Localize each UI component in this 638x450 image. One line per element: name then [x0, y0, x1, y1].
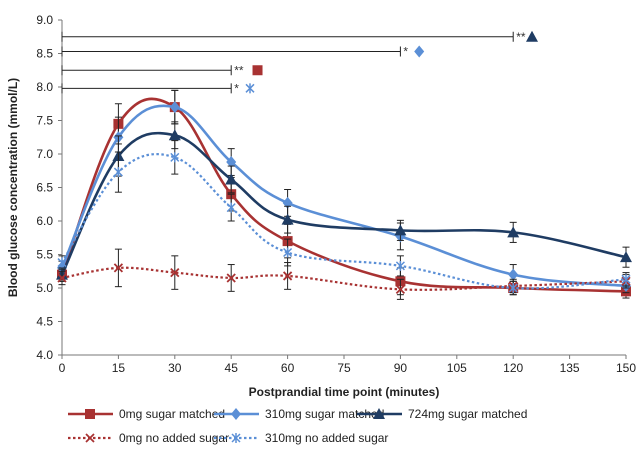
y-tick-label: 8.0 [36, 80, 53, 94]
legend-label: 724mg sugar matched [408, 407, 527, 421]
data-point [226, 156, 237, 169]
data-point [283, 247, 293, 258]
data-point [170, 267, 180, 278]
y-axis-title: Blood glucose concentration (mmol/L) [6, 78, 20, 297]
data-point-stroke [170, 267, 180, 278]
legend-item: 310mg no added sugar [214, 431, 388, 445]
data-point-stroke [113, 263, 124, 273]
x-tick-label: 75 [337, 361, 351, 375]
legend-label: 310mg no added sugar [265, 431, 388, 445]
legend-item: 0mg no added sugar [68, 431, 229, 445]
data-point [170, 152, 180, 163]
significance-brackets: ****** [61, 30, 538, 95]
legend-item: 724mg sugar matched [357, 407, 527, 421]
y-tick-label: 7.0 [36, 147, 53, 161]
data-point [620, 251, 632, 263]
legend-swatch-marker [373, 408, 385, 419]
data-point [395, 284, 406, 294]
data-point [168, 129, 181, 141]
data-point [57, 273, 67, 283]
data-point [169, 101, 180, 114]
data-point [282, 271, 293, 281]
significance-bracket: ** [61, 63, 263, 77]
significance-marker [245, 83, 255, 94]
x-tick-label: 15 [112, 361, 126, 375]
data-point-stroke [282, 271, 293, 281]
significance-label: * [234, 81, 239, 95]
data-point [508, 268, 519, 281]
legend: 0mg sugar matched 310mg sugar matched 724m… [68, 407, 527, 445]
x-tick-label: 60 [281, 361, 295, 375]
y-tick-label: 4.0 [36, 348, 53, 362]
y-tick-label: 6.5 [36, 181, 53, 195]
series-3 [57, 248, 631, 300]
significance-marker [414, 45, 425, 58]
data-point-stroke [57, 273, 67, 283]
y-tick-label: 6.0 [36, 214, 53, 228]
data-point [226, 273, 236, 283]
y-tick-label: 8.5 [36, 47, 53, 61]
significance-bracket: ** [61, 30, 538, 44]
legend-item: 310mg sugar matched [214, 407, 384, 421]
data-point [225, 173, 238, 185]
data-point [395, 260, 405, 271]
series-line [61, 153, 627, 290]
series-2 [56, 121, 632, 282]
data-point [57, 257, 67, 268]
y-tick-label: 7.5 [36, 114, 53, 128]
legend-swatch-marker [85, 433, 95, 443]
legend-label: 310mg sugar matched [265, 407, 384, 421]
y-tick-label: 4.5 [36, 315, 53, 329]
x-tick-label: 45 [225, 361, 239, 375]
y-tick-label: 5.0 [36, 281, 53, 295]
significance-label: * [403, 44, 408, 58]
x-tick-label: 150 [616, 361, 636, 375]
legend-label: 0mg sugar matched [119, 407, 225, 421]
data-point [621, 274, 631, 285]
legend-swatch-marker [85, 409, 95, 419]
x-axis-title: Postprandial time point (minutes) [249, 385, 440, 399]
data-point [394, 224, 407, 236]
legend-swatch-marker-stroke [85, 433, 95, 443]
data-point [226, 202, 236, 213]
data-point [113, 167, 123, 178]
data-point [507, 226, 520, 238]
series-line [60, 104, 627, 288]
series-4 [57, 140, 631, 296]
series-group [56, 89, 632, 300]
x-tick-label: 90 [394, 361, 408, 375]
series-line [60, 97, 627, 293]
data-point [281, 213, 294, 225]
significance-label: ** [516, 30, 526, 44]
x-tick-label: 135 [560, 361, 580, 375]
legend-label: 0mg no added sugar [119, 431, 229, 445]
significance-bracket: * [61, 81, 255, 95]
data-point [508, 283, 518, 293]
series-0 [57, 89, 631, 299]
ticks: 0 15 30 45 60 75 90 105 120 135 150 4.0 4.5 5.0 5.5 6.0… [36, 13, 636, 375]
legend-swatch-marker [231, 408, 241, 420]
significance-label: ** [234, 63, 244, 77]
x-tick-label: 30 [168, 361, 182, 375]
significance-marker [526, 30, 538, 42]
data-point-stroke [226, 273, 236, 283]
y-tick-label: 9.0 [36, 13, 53, 27]
significance-marker [252, 65, 263, 76]
data-point [113, 263, 124, 273]
significance-bracket: * [61, 44, 425, 58]
legend-item: 0mg sugar matched [68, 407, 225, 421]
legend-swatch-marker [231, 433, 241, 443]
x-tick-label: 0 [59, 361, 66, 375]
data-point-stroke [395, 284, 406, 294]
x-tick-label: 120 [503, 361, 523, 375]
series-1 [57, 89, 631, 294]
x-tick-label: 105 [447, 361, 467, 375]
y-tick-label: 5.5 [36, 248, 53, 262]
